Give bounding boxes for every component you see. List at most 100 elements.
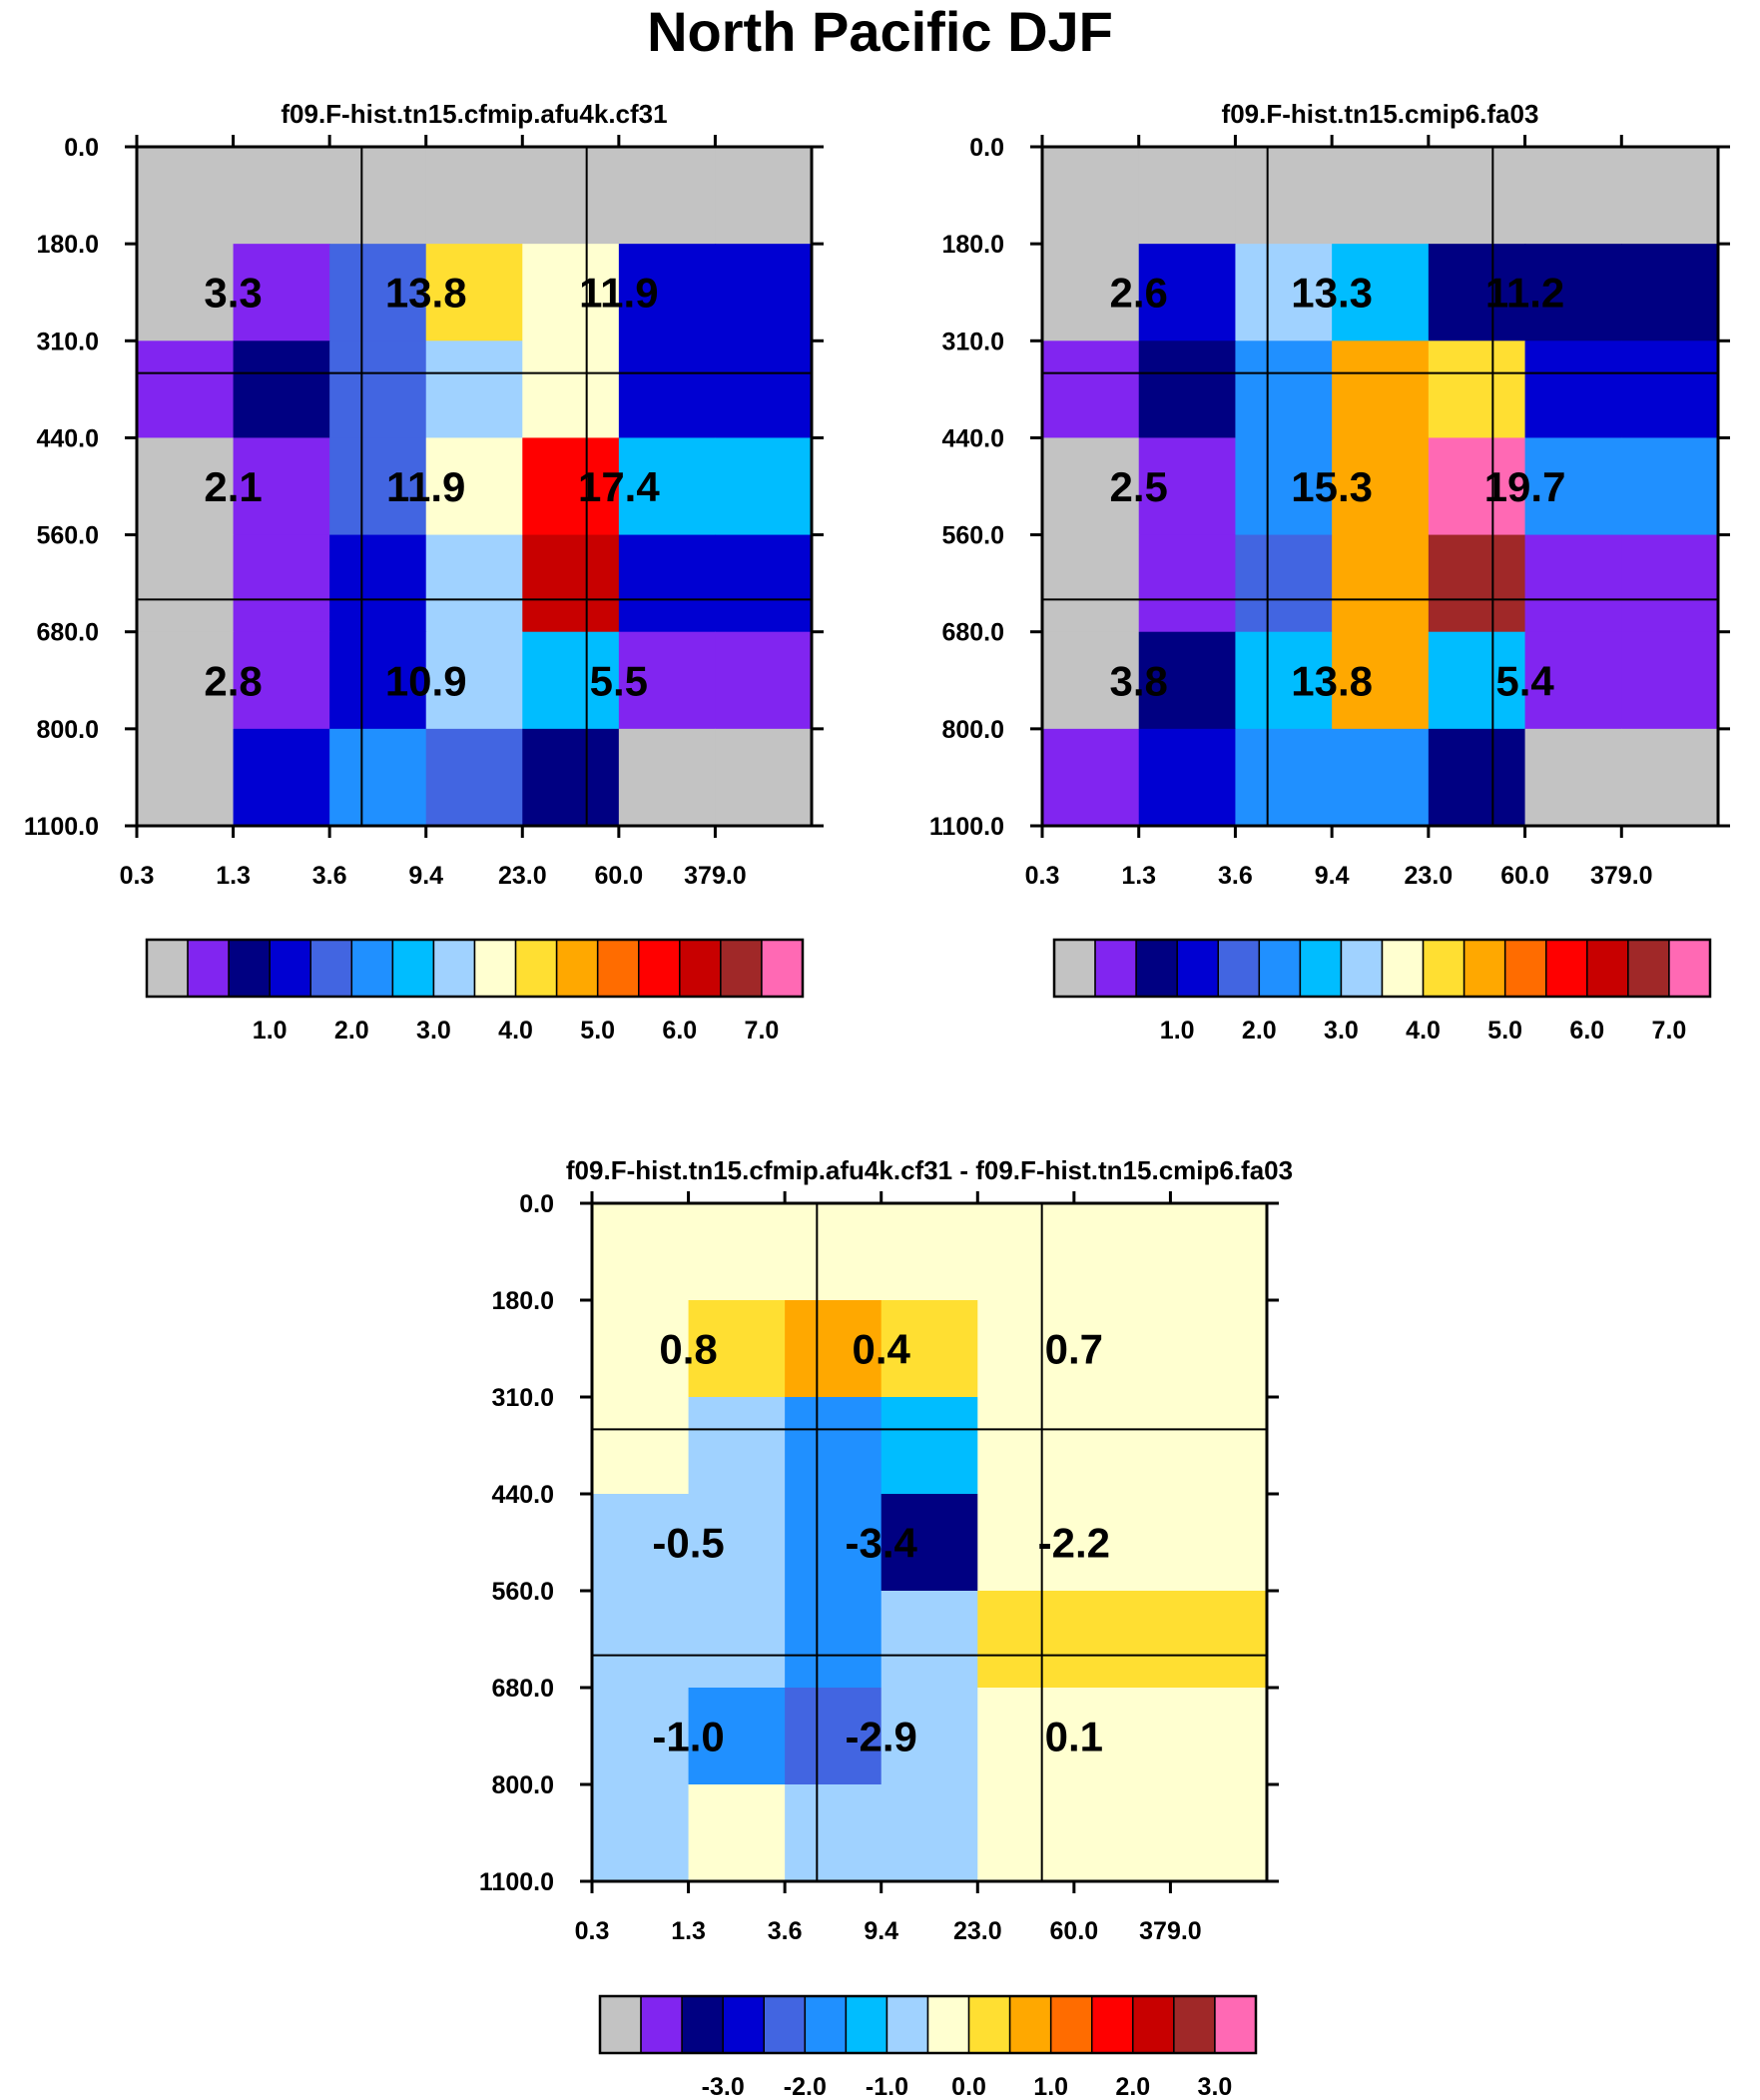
- colorbar-box: [599, 1995, 642, 2054]
- heatmap-cell: [425, 341, 523, 439]
- colorbar-box: [228, 939, 271, 998]
- heatmap-cell: [1042, 534, 1140, 633]
- heatmap-cell: [618, 534, 717, 633]
- colorbar-box: [845, 1995, 888, 2054]
- y-tick-label: 310.0: [491, 1384, 554, 1412]
- data-label: 0.4: [853, 1326, 911, 1373]
- colorbar-box: [1627, 939, 1670, 998]
- x-tick-label: 9.4: [1315, 862, 1350, 890]
- y-tick-label: 0.0: [519, 1190, 554, 1218]
- heatmap-cell: [1332, 728, 1430, 827]
- x-tick-label: 3.6: [768, 1917, 803, 1945]
- colorbar-frame: [598, 1994, 1258, 2055]
- colorbar-label: 1.0: [1033, 2073, 1068, 2100]
- heatmap-cell: [1042, 147, 1140, 245]
- heatmap-cell: [715, 631, 813, 730]
- colorbar-label: 3.0: [1324, 1017, 1359, 1045]
- y-tick-label: 800.0: [491, 1771, 554, 1799]
- x-tick-label: 1.3: [216, 862, 251, 890]
- heatmap-cell: [329, 244, 427, 342]
- colorbar-box: [720, 939, 763, 998]
- y-tick-label: 560.0: [491, 1578, 554, 1606]
- data-label: 13.3: [1291, 270, 1373, 317]
- heatmap-cell: [1428, 728, 1526, 827]
- heatmap-cell: [1170, 1688, 1268, 1785]
- heatmap-cell: [618, 631, 717, 730]
- colorbar-box: [722, 1995, 765, 2054]
- heatmap-cell: [1170, 1494, 1268, 1592]
- heatmap-cell: [1073, 1397, 1172, 1495]
- data-label: 15.3: [1291, 463, 1373, 510]
- colorbar-label: -1.0: [866, 2073, 908, 2100]
- heatmap-cell: [1621, 534, 1719, 633]
- heatmap-cell: [137, 244, 235, 342]
- heatmap-cell: [1428, 437, 1526, 536]
- heatmap-cell: [715, 244, 813, 342]
- heatmap-cell: [688, 1494, 786, 1592]
- heatmap-cell: [880, 1203, 978, 1301]
- heatmap-cell: [688, 1688, 786, 1785]
- heatmap-cell: [592, 1688, 690, 1785]
- heatmap-cell: [1042, 244, 1140, 342]
- panel-title: f09.F-hist.tn15.cmip6.fa03: [1222, 99, 1539, 129]
- y-tick-label: 800.0: [36, 716, 99, 744]
- colorbar-label: 4.0: [1406, 1017, 1441, 1045]
- colorbar-box: [1132, 1995, 1175, 2054]
- colorbar-box: [1135, 939, 1178, 998]
- heatmap-cell: [1621, 631, 1719, 730]
- heatmap-cell: [1170, 1300, 1268, 1398]
- heatmap-cell: [137, 631, 235, 730]
- colorbar-label: 7.0: [745, 1017, 780, 1045]
- heatmap-cell: [785, 1784, 882, 1882]
- heatmap-cell: [785, 1397, 882, 1495]
- colorbar-label: -2.0: [784, 2073, 827, 2100]
- y-tick-label: 1100.0: [479, 1868, 554, 1896]
- heatmap-cell: [1621, 341, 1719, 439]
- colorbar-box: [514, 939, 558, 998]
- heatmap-cell: [1073, 1688, 1172, 1785]
- data-label: -3.4: [846, 1520, 918, 1567]
- colorbar-label: 2.0: [334, 1017, 369, 1045]
- heatmap-cell: [137, 437, 235, 536]
- heatmap-cell: [1524, 341, 1622, 439]
- heatmap-cell: [1524, 631, 1622, 730]
- colorbar-box: [1258, 939, 1302, 998]
- heatmap-cell: [1332, 147, 1430, 245]
- heatmap-cell: [329, 437, 427, 536]
- heatmap-cell: [522, 728, 620, 827]
- y-tick-label: 680.0: [36, 619, 99, 647]
- heatmap-cell: [425, 147, 523, 245]
- colorbar-box: [885, 1995, 929, 2054]
- panel-title: f09.F-hist.tn15.cfmip.afu4k.cf31 - f09.F…: [566, 1155, 1293, 1185]
- x-tick-label: 1.3: [1121, 862, 1156, 890]
- heatmap-cell: [1235, 631, 1333, 730]
- heatmap-cell: [1428, 341, 1526, 439]
- x-tick-label: 379.0: [1590, 862, 1653, 890]
- heatmap-cell: [522, 534, 620, 633]
- data-label: 2.8: [204, 657, 262, 704]
- heatmap-cell: [977, 1591, 1075, 1689]
- colorbar-box: [1214, 1995, 1257, 2054]
- heatmap-cell: [1073, 1203, 1172, 1301]
- heatmap-cell: [1332, 341, 1430, 439]
- heatmap-cell: [329, 728, 427, 827]
- heatmap-cell: [1138, 631, 1237, 730]
- heatmap-cell: [1235, 341, 1333, 439]
- data-label: -2.9: [846, 1714, 917, 1760]
- data-label: 5.5: [590, 657, 648, 704]
- x-tick-label: 0.3: [575, 1917, 610, 1945]
- heatmap-cell: [785, 1300, 882, 1398]
- heatmap-cell: [137, 341, 235, 439]
- heatmap-cell: [137, 147, 235, 245]
- y-tick-label: 1100.0: [929, 813, 1004, 841]
- colorbar-label: 3.0: [1198, 2073, 1233, 2100]
- colorbar-box: [763, 1995, 807, 2054]
- heatmap-panel-3: 0.3 1.3 3.6 9.4 23.0 60.0 379.0 0.0 180.0 310.0 44…: [479, 1155, 1293, 2100]
- heatmap-cell: [1428, 147, 1526, 245]
- data-label: 2.1: [204, 463, 262, 510]
- x-tick-label: 60.0: [595, 862, 644, 890]
- heatmap-cell: [715, 341, 813, 439]
- heatmap-cell: [137, 728, 235, 827]
- heatmap-cell: [715, 534, 813, 633]
- heatmap-cell: [785, 1494, 882, 1592]
